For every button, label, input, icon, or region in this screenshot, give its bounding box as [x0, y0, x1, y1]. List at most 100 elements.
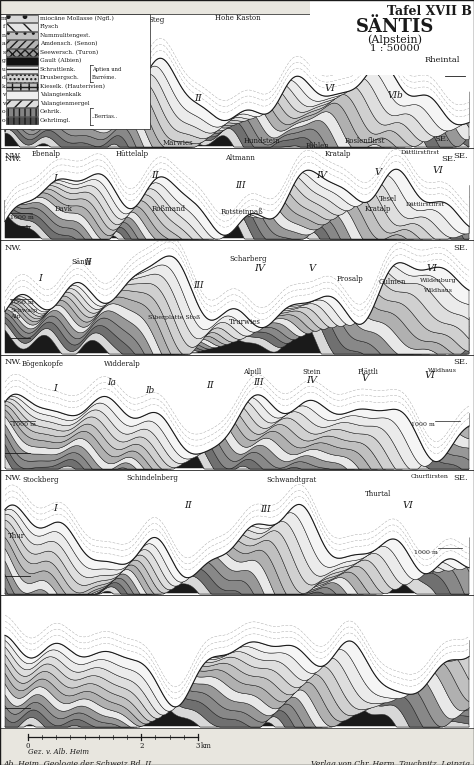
Polygon shape [5, 504, 469, 582]
Polygon shape [5, 425, 469, 469]
Bar [6, 116, 38, 124]
Polygon shape [5, 66, 469, 137]
Bar [0, 470, 474, 595]
Text: II: II [206, 380, 214, 389]
Text: Amdensch. (Senon): Amdensch. (Senon) [40, 41, 98, 47]
Text: s: s [2, 50, 5, 55]
Text: Dättlirstfirst: Dättlirstfirst [406, 202, 445, 207]
Text: k: k [2, 83, 6, 89]
Polygon shape [5, 198, 469, 239]
Text: m: m [1, 16, 7, 21]
Bar [6, 57, 38, 64]
Polygon shape [5, 471, 469, 578]
Polygon shape [5, 271, 469, 354]
Text: Siberplatte Stoß: Siberplatte Stoß [148, 315, 200, 320]
Polygon shape [5, 420, 469, 469]
Text: Rheintal: Rheintal [424, 56, 460, 64]
Polygon shape [5, 96, 469, 147]
Polygon shape [5, 107, 469, 147]
Bar [6, 116, 38, 124]
Bar [6, 57, 38, 64]
Text: II: II [84, 258, 92, 266]
Text: a: a [2, 41, 6, 46]
Text: ..Berrias..: ..Berrias.. [92, 113, 118, 119]
Polygon shape [5, 558, 469, 594]
Polygon shape [5, 441, 469, 469]
Text: s: s [2, 50, 5, 55]
Text: IV: IV [307, 376, 318, 385]
Text: Wildenburg: Wildenburg [419, 278, 456, 283]
Text: Kratalp: Kratalp [325, 150, 351, 158]
Text: NW.: NW. [5, 474, 22, 482]
Text: II: II [151, 171, 159, 180]
Text: SÄNTIS: SÄNTIS [356, 18, 434, 36]
Text: Ib: Ib [146, 386, 155, 395]
Text: Kieselk. (Hauterivien): Kieselk. (Hauterivien) [40, 83, 105, 89]
Text: Wildhaus: Wildhaus [423, 288, 453, 293]
Polygon shape [5, 113, 469, 147]
Text: f: f [3, 24, 5, 29]
Text: VI: VI [425, 370, 436, 379]
Text: Valangienkalk: Valangienkalk [40, 93, 81, 97]
Text: Sänte: Sänte [72, 258, 92, 266]
Text: 1 : 50000: 1 : 50000 [372, 43, 418, 52]
Text: 3: 3 [196, 742, 200, 750]
Text: (Alpstein): (Alpstein) [367, 34, 422, 44]
Text: Oehrik.: Oehrik. [40, 109, 62, 114]
Bar [6, 91, 38, 99]
Polygon shape [5, 514, 469, 590]
Text: Marwies: Marwies [163, 139, 193, 147]
Text: III: III [260, 506, 270, 515]
Polygon shape [5, 83, 469, 146]
Polygon shape [5, 671, 469, 727]
Polygon shape [5, 537, 469, 594]
Text: Ab. Heim, Geologie der Schweiz Bd. II: Ab. Heim, Geologie der Schweiz Bd. II [4, 760, 152, 765]
Bar [0, 148, 474, 240]
Text: Kieselk. (Hauterivien): Kieselk. (Hauterivien) [40, 83, 105, 89]
Polygon shape [5, 275, 469, 354]
Text: II: II [184, 500, 192, 509]
Text: Schwalp
Alp: Schwalp Alp [10, 308, 37, 319]
Polygon shape [5, 305, 469, 354]
Text: Amdensch. (Senon): Amdensch. (Senon) [40, 41, 98, 47]
Bar [0, 240, 474, 355]
Text: Ia: Ia [108, 377, 117, 386]
Bar [6, 74, 38, 82]
Polygon shape [5, 203, 469, 239]
Text: Trurwies: Trurwies [229, 318, 261, 326]
Text: Bergli: Bergli [346, 18, 367, 26]
Text: III: III [193, 281, 203, 289]
Bar [6, 91, 38, 99]
Polygon shape [5, 399, 469, 469]
Text: V: V [374, 168, 382, 177]
Text: Schrattlenk.: Schrattlenk. [40, 67, 76, 72]
Text: g: g [2, 58, 6, 63]
Text: Stein: Stein [303, 368, 321, 376]
Text: 1000 m: 1000 m [10, 215, 34, 220]
Polygon shape [5, 265, 469, 339]
Text: VI: VI [325, 83, 336, 93]
Polygon shape [5, 174, 469, 239]
Polygon shape [5, 410, 469, 469]
Polygon shape [5, 102, 469, 147]
Text: v: v [2, 101, 6, 106]
Text: -1000 m: -1000 m [10, 422, 36, 427]
Text: Kreuzberge: Kreuzberge [402, 16, 438, 21]
Text: Oehrlimgl.: Oehrlimgl. [40, 118, 72, 122]
Text: Nummulitengest.: Nummulitengest. [40, 33, 91, 37]
Text: Valangienmergel: Valangienmergel [40, 101, 90, 106]
Text: 0: 0 [26, 742, 30, 750]
Text: I: I [53, 383, 57, 392]
Text: (Alpstein): (Alpstein) [371, 34, 419, 43]
Bar [6, 74, 38, 82]
Polygon shape [5, 545, 469, 594]
Text: III: III [253, 377, 263, 386]
Polygon shape [5, 356, 469, 461]
Bar [6, 40, 38, 47]
Polygon shape [5, 74, 469, 142]
Bar [6, 15, 38, 22]
Polygon shape [5, 394, 469, 467]
Text: SE.: SE. [441, 155, 456, 163]
Text: Gulmen: Gulmen [378, 278, 406, 286]
Bar [0, 355, 474, 470]
